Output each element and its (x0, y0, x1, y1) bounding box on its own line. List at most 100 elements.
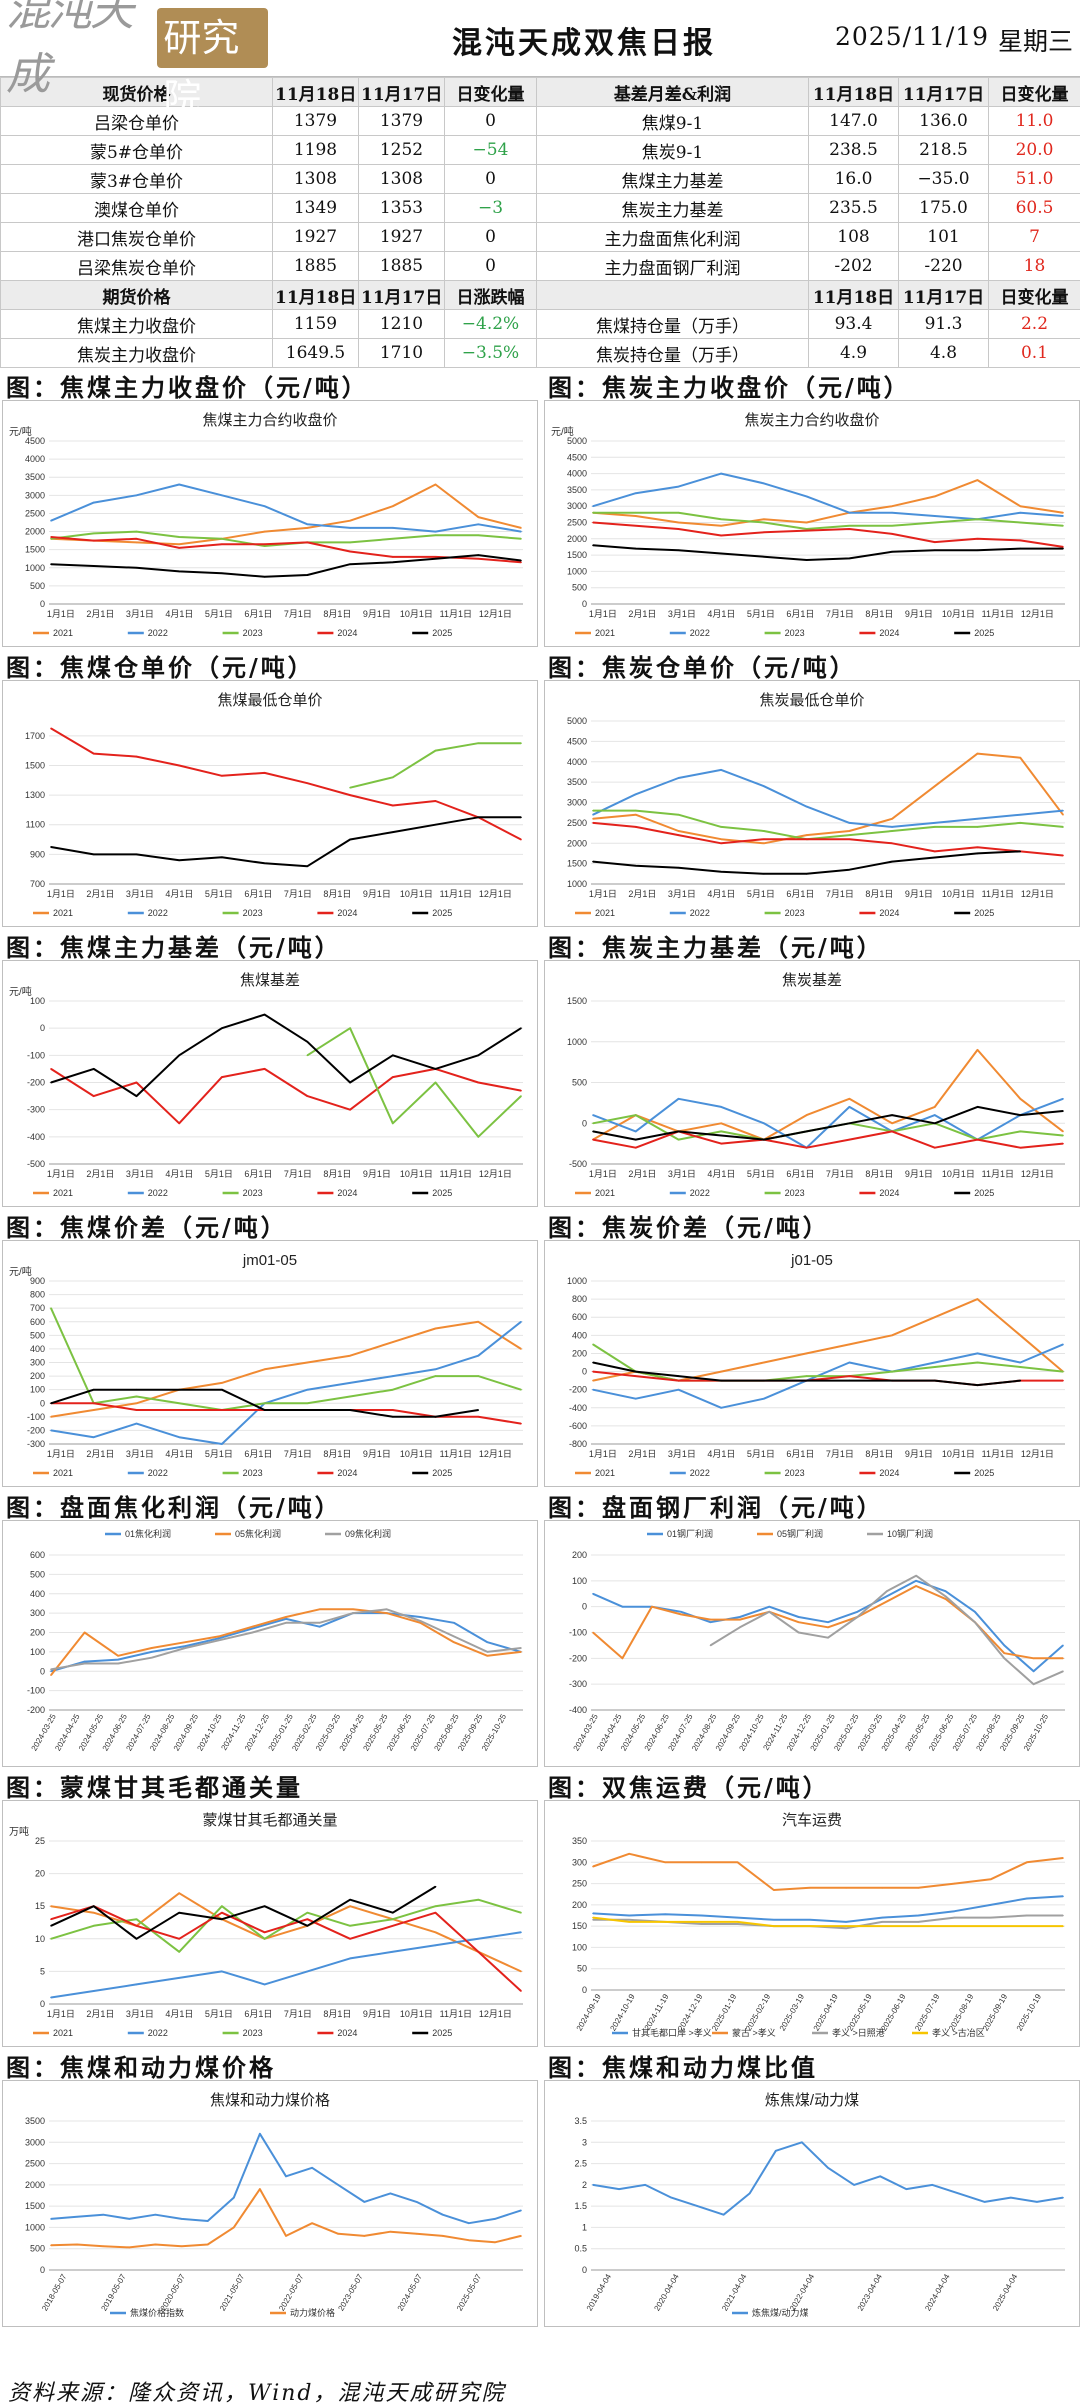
data-point (264, 1984, 266, 1986)
data-point (178, 859, 180, 861)
legend-label: 2022 (148, 1188, 168, 1198)
legend-label: 2024 (879, 1468, 899, 1478)
legend-label: 2022 (690, 1188, 710, 1198)
data-point (477, 516, 479, 518)
data-point (806, 806, 808, 808)
y-tick-label: 0 (582, 1602, 587, 1612)
data-point (136, 1409, 138, 1411)
data-point (720, 1122, 722, 1124)
y-tick-label: 5000 (567, 716, 587, 726)
data-point (392, 527, 394, 529)
x-tick-label: 7月1日 (826, 1449, 854, 1459)
data-point (419, 1620, 421, 1622)
y-tick-label: 2 (582, 2180, 587, 2190)
data-point (477, 1951, 479, 1953)
data-point (915, 1575, 917, 1577)
x-tick-label: 2025-01-19 (710, 1992, 739, 2032)
data-point (319, 1608, 321, 1610)
data-point (990, 1917, 992, 1919)
data-point (945, 1596, 947, 1598)
x-tick-label: 10月1日 (942, 889, 975, 899)
data-point (798, 1616, 800, 1618)
x-tick-label: 2月1日 (86, 1449, 114, 1459)
data-point (307, 1055, 309, 1057)
table-cell: 2.2 (989, 310, 1080, 339)
data-point (891, 533, 893, 535)
data-point (1033, 1670, 1035, 1672)
data-point (678, 522, 680, 524)
data-point (849, 558, 851, 560)
data-point (117, 1659, 119, 1661)
table-cell: 11月17日 (359, 78, 445, 107)
table-cell: -202 (809, 252, 899, 281)
series-line (593, 770, 1063, 827)
legend-label: 动力煤价格 (290, 2307, 335, 2318)
data-point (1026, 1925, 1028, 1927)
data-point (678, 512, 680, 514)
data-point (477, 1938, 479, 1940)
table-cell: 吕梁焦炭仓单价 (1, 252, 273, 281)
data-point (136, 1389, 138, 1391)
data-point (849, 1362, 851, 1364)
y-tick-label: 200 (572, 1900, 587, 1910)
series-line (51, 1322, 521, 1444)
data-point (635, 548, 637, 550)
data-point (1062, 2197, 1064, 2199)
data-point (891, 551, 893, 553)
data-point (710, 1619, 712, 1621)
table-cell: −4.2% (445, 310, 537, 339)
data-point (849, 838, 851, 840)
y-tick-label: 150 (572, 1921, 587, 1931)
data-point (151, 1647, 153, 1649)
data-point (635, 515, 637, 517)
data-point (319, 1622, 321, 1624)
data-point (1062, 1670, 1064, 1672)
data-point (763, 522, 765, 524)
data-point (918, 1915, 920, 1917)
y-tick-label: 3 (582, 2137, 587, 2147)
y-tick-label: -400 (569, 1705, 587, 1715)
y-tick-label: 3500 (25, 472, 45, 482)
report-header: 混沌天成 研究院 混沌天成双焦日报 2025/11/19 星期三 (0, 0, 1080, 77)
data-point (958, 2193, 960, 2195)
data-point (945, 1590, 947, 1592)
data-point (184, 1647, 186, 1649)
data-point (264, 576, 266, 578)
data-point (1019, 1335, 1021, 1337)
x-tick-label: 2021-05-07 (218, 2272, 247, 2312)
data-point (392, 538, 394, 540)
chart-svg: -200-10001002003004005006002024-03-25202… (3, 1521, 537, 1766)
data-point (974, 1611, 976, 1613)
y-tick-label: 600 (30, 1317, 45, 1327)
y-tick-label: 350 (572, 1836, 587, 1846)
y-tick-label: -200 (27, 1425, 45, 1435)
data-point (806, 1353, 808, 1355)
data-point (520, 1090, 522, 1092)
data-point (934, 1366, 936, 1368)
data-point (349, 1382, 351, 1384)
x-tick-label: 2月1日 (86, 2009, 114, 2019)
y-tick-label: 300 (30, 1608, 45, 1618)
y-tick-label: 3000 (25, 2137, 45, 2147)
data-point (891, 830, 893, 832)
data-point (592, 2184, 594, 2186)
data-point (849, 1375, 851, 1377)
x-tick-label: 2024-05-07 (396, 2272, 425, 2312)
data-point (136, 1402, 138, 1404)
data-point (392, 505, 394, 507)
legend-label: 甘其毛都口岸 >孝义 (632, 2027, 712, 2038)
data-point (155, 2214, 157, 2216)
data-point (628, 1915, 630, 1917)
data-point (264, 1014, 266, 1016)
data-point (93, 1436, 95, 1438)
data-point (1019, 851, 1021, 853)
chart-svg: j01-05-800-600-400-200020040060080010001… (545, 1241, 1079, 1486)
y-tick-label: -400 (27, 1132, 45, 1142)
data-point (477, 1355, 479, 1357)
data-point (392, 556, 394, 558)
data-point (1062, 548, 1064, 550)
section-title: 图：焦煤价差（元/吨） (6, 1208, 288, 1243)
data-point (809, 1887, 811, 1889)
x-tick-label: 7月1日 (826, 609, 854, 619)
